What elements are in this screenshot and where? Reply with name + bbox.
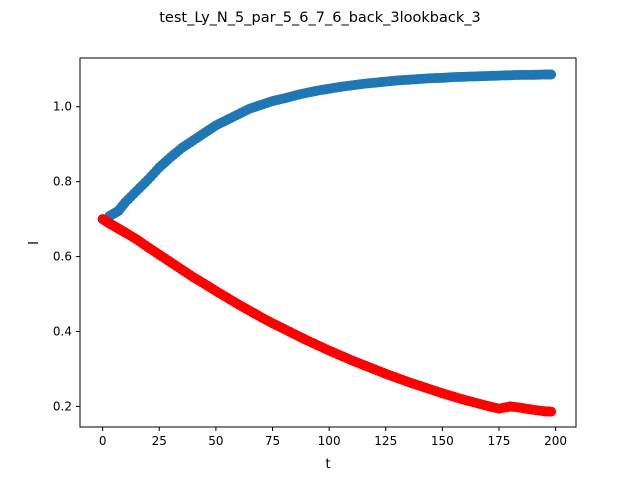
y-axis-label: I xyxy=(27,241,42,245)
data-point xyxy=(546,69,557,80)
x-tick-label: 25 xyxy=(152,434,167,448)
x-tick-label: 100 xyxy=(318,434,341,448)
data-points xyxy=(97,69,557,417)
plot-area xyxy=(79,57,577,428)
x-tick-label: 50 xyxy=(208,434,223,448)
x-tick-label: 175 xyxy=(488,434,511,448)
y-tick-label: 1.0 xyxy=(53,100,72,114)
y-tick-label: 0.2 xyxy=(53,399,72,413)
chart-title: test_Ly_N_5_par_5_6_7_6_back_3lookback_3 xyxy=(159,10,481,26)
x-tick-label: 125 xyxy=(374,434,397,448)
series-1 xyxy=(97,214,557,417)
x-axis: 0 25 50 75 100 125 150 175 200 xyxy=(99,427,567,448)
series-0 xyxy=(104,69,557,222)
y-tick-label: 0.4 xyxy=(53,324,72,338)
x-tick-label: 75 xyxy=(265,434,280,448)
data-point xyxy=(546,406,557,417)
y-tick-label: 0.6 xyxy=(53,250,72,264)
x-tick-label: 0 xyxy=(99,434,107,448)
x-axis-label: t xyxy=(325,457,330,472)
x-tick-label: 200 xyxy=(544,434,567,448)
y-axis: 0.2 0.4 0.6 0.8 1.0 xyxy=(53,100,80,413)
x-tick-label: 150 xyxy=(431,434,454,448)
y-tick-label: 0.8 xyxy=(53,175,72,189)
